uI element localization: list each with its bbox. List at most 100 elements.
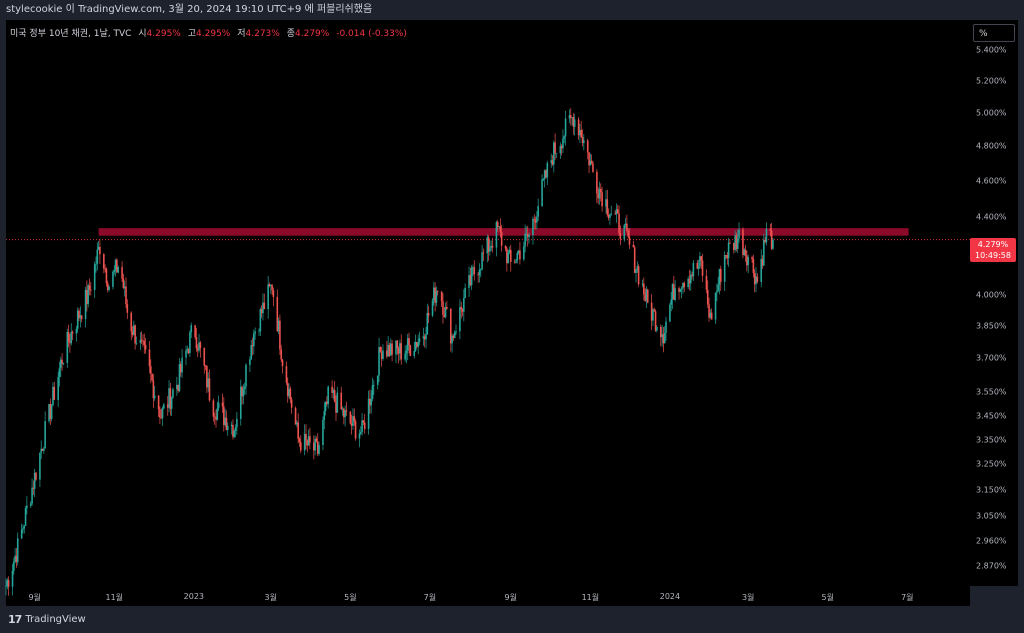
candle-body [542,178,545,180]
candle-body [609,214,611,218]
candle-body [423,336,426,340]
y-tick-label: 2.870% [976,561,1007,571]
tradingview-logo[interactable]: 17 TradingView [8,613,86,626]
resistance-band[interactable] [98,228,909,236]
price-axis[interactable] [970,20,1018,586]
candle-body [396,340,399,349]
candle-body [350,423,353,426]
candle-body [352,416,354,426]
candle-body [316,441,319,454]
candle-body [628,236,631,245]
candle-body [498,226,500,228]
candle-body [113,270,116,272]
candle-body [436,291,439,292]
candle-body [504,245,507,249]
candle-body [35,472,37,480]
candle-body [443,314,446,318]
candle-body [299,442,302,451]
candle-body [71,331,74,334]
candle-body [653,309,656,312]
candle-body [509,249,512,263]
candle-body [84,289,87,320]
candle-body [306,440,309,446]
candle-body [223,406,225,425]
candle-body [58,368,61,378]
low-value: 4.273% [245,29,280,39]
candle-body [717,284,719,292]
candle-body [627,230,629,237]
symbol-name: 미국 정부 10년 채권, 1날, TVC [10,29,132,39]
candle-body [373,384,375,386]
time-axis[interactable] [6,586,970,606]
candle-body [659,327,662,338]
unit-selector-button[interactable]: % [973,24,1015,42]
candle-body [709,312,712,318]
candle-body [543,170,546,179]
candle-body [123,286,126,289]
y-tick-label: 3.550% [976,387,1007,397]
candle-body [208,378,211,401]
candle-body [187,349,190,354]
countdown-label: 10:49:58 [975,251,1011,260]
candle-body [733,243,735,250]
candle-body [761,258,764,266]
candle-body [581,137,584,143]
candle-body [517,250,520,253]
candle-body [533,218,536,220]
candle-body [326,401,328,404]
candle-body [568,115,571,119]
candle-body [534,219,537,223]
chart-plot-area[interactable] [6,20,970,586]
candle-body [89,289,92,291]
candle-body [106,283,109,291]
candle-body [288,388,290,397]
candle-body [309,436,311,443]
candle-body [97,246,100,250]
candle-body [194,325,196,338]
candle-body [14,555,16,562]
candle-body [170,397,173,409]
candle-body [53,386,56,400]
candle-body [701,260,704,276]
y-tick-label: 3.450% [976,411,1007,421]
candle-body [296,422,298,425]
candle-body [632,244,635,248]
candle-body [332,390,335,393]
candle-body [324,401,327,412]
candle-body [453,332,456,339]
candle-body [601,192,603,207]
x-tick-label: 3월 [264,593,278,602]
published-text: stylecookie 이 TradingView.com, 3월 20, 20… [6,4,373,15]
candle-body [39,452,41,480]
candle-body [61,359,63,364]
candle-body [216,408,219,420]
candle-body [683,282,686,288]
candle-body [340,392,343,410]
candle-body [764,239,766,243]
candle-body [679,289,682,292]
candle-body [130,312,133,332]
candle-body [706,289,709,305]
candle-body [645,289,648,301]
footer-bar [0,606,1024,633]
candle-body [669,304,671,322]
candle-body [425,334,427,340]
candle-body [744,249,747,256]
candle-body [382,350,384,359]
candle-body [736,238,739,249]
candle-body [69,341,71,344]
candle-body [661,334,663,338]
candle-body [404,353,406,360]
candle-body [226,425,229,431]
candle-body [670,299,673,305]
candle-body [153,395,156,399]
candle-body [463,298,465,312]
candle-body [551,160,554,165]
candle-body [487,237,490,252]
candle-body [298,438,301,443]
candle-body [433,287,435,301]
candle-body [652,309,654,321]
candle-body [103,254,105,269]
candle-body [367,398,370,429]
candle-body [596,171,598,194]
